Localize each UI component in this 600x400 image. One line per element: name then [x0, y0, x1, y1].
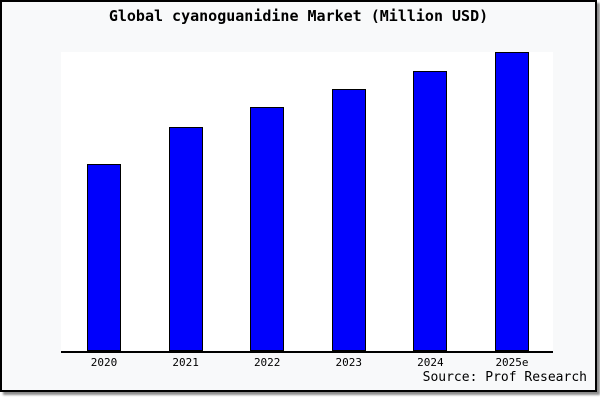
x-tick-label-2021: 2021 [172, 356, 199, 369]
x-tick-label-2025e: 2025e [495, 356, 529, 369]
x-tick-label-2023: 2023 [335, 356, 363, 369]
bar-2023 [331, 89, 366, 351]
source-credit: Source: Prof Research [422, 370, 587, 385]
bar-2024 [413, 70, 448, 351]
x-tick-label-2020: 2020 [90, 356, 118, 369]
plot-area [61, 52, 553, 353]
bar-2022 [250, 107, 285, 351]
bar-2025e [495, 52, 529, 351]
x-tick-label-2022: 2022 [253, 356, 281, 369]
chart-title: Global cyanoguanidine Market (Million US… [108, 7, 489, 25]
bar-2020 [87, 163, 121, 351]
chart-card: Global cyanoguanidine Market (Million US… [0, 0, 597, 392]
bar-2021 [168, 126, 203, 351]
x-tick-label-2024: 2024 [417, 356, 444, 369]
